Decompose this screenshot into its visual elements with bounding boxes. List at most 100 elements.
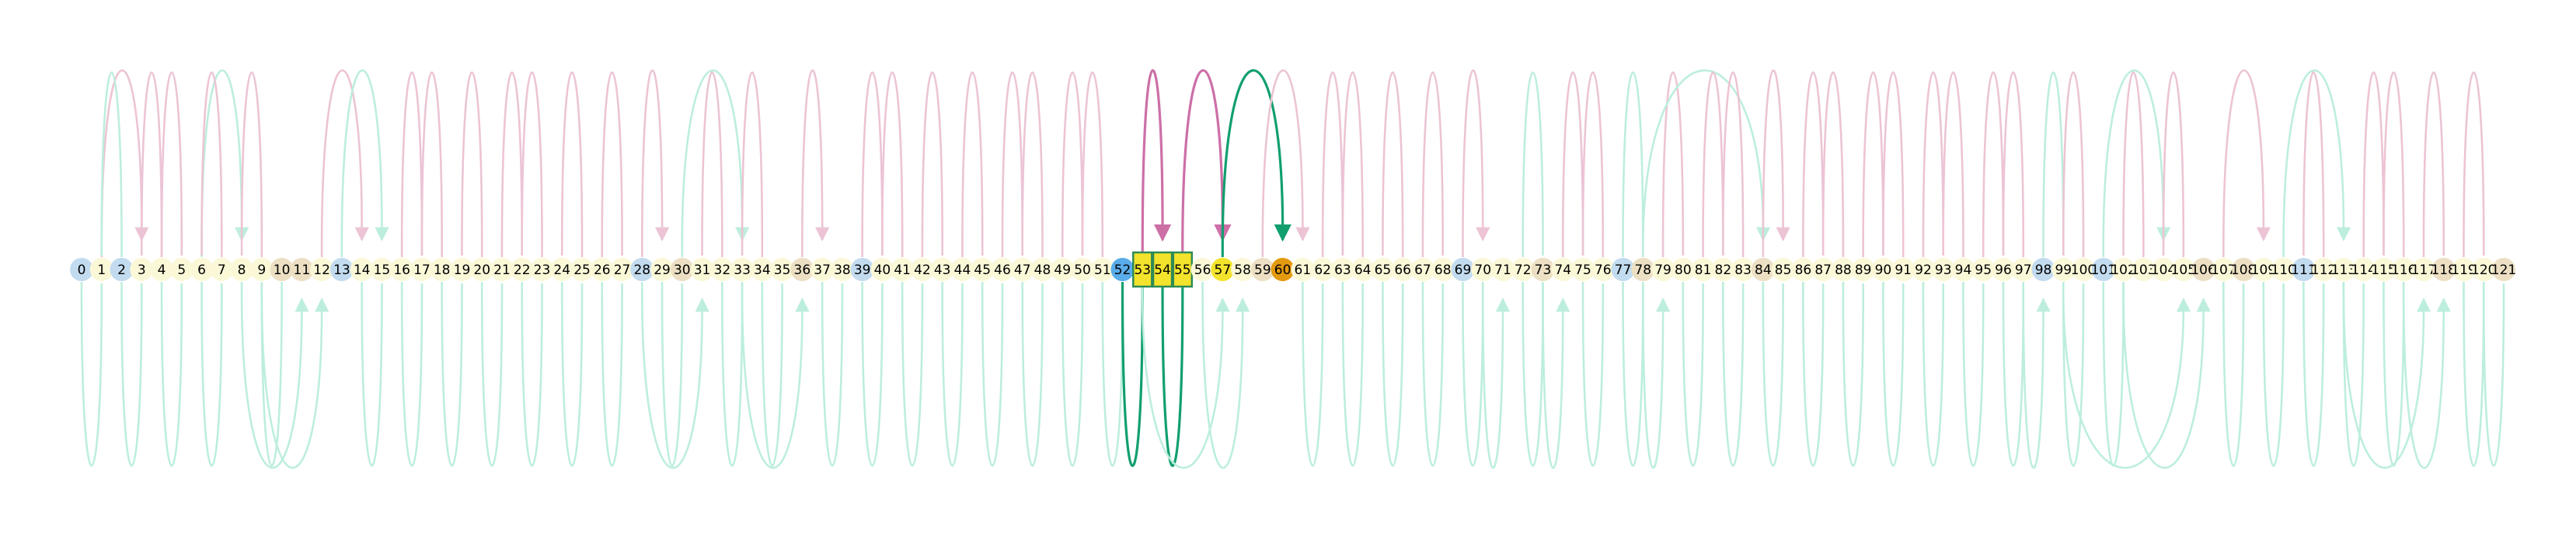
- node-marker-circle: [1371, 258, 1395, 281]
- node-label: 2: [117, 263, 126, 278]
- arc-below-43-to-44: [941, 281, 964, 468]
- node-label: 80: [1675, 263, 1692, 278]
- arc-below-52-to-53: [1121, 281, 1144, 468]
- node-marker-circle: [1490, 258, 1515, 281]
- node-85: 85: [1771, 258, 1795, 281]
- node-56: 56: [1190, 258, 1215, 281]
- node-84: 84: [1751, 258, 1775, 281]
- node-marker-circle: [70, 258, 93, 281]
- node-94: 94: [1951, 258, 1975, 281]
- arc-above-105-to-104: [2162, 71, 2185, 258]
- node-label: 114: [2351, 263, 2376, 278]
- arc-below-18-to-19: [441, 281, 463, 468]
- node-103: 103: [2131, 258, 2156, 281]
- arc-below-120-to-121: [2482, 281, 2505, 468]
- node-label: 7: [218, 263, 226, 278]
- arc-below-6-to-7: [200, 281, 223, 468]
- node-marker-circle: [1071, 258, 1095, 281]
- node-25: 25: [570, 258, 594, 281]
- node-marker-circle: [971, 258, 995, 281]
- arc-above-41-to-40: [881, 71, 904, 258]
- arc-below-9-to-12: [260, 281, 329, 469]
- node-marker-circle: [1471, 258, 1495, 281]
- node-marker-circle: [2372, 258, 2396, 281]
- node-label: 112: [2311, 263, 2336, 278]
- node-label: 113: [2331, 263, 2356, 278]
- node-marker-circle: [2271, 258, 2295, 281]
- arc-below-69-to-70: [1462, 281, 1484, 468]
- node-label: 10: [274, 263, 291, 278]
- node-100: 100: [2071, 258, 2096, 281]
- node-label: 33: [734, 263, 751, 278]
- node-label: 103: [2131, 263, 2156, 278]
- node-53: 53: [1132, 251, 1153, 288]
- node-marker-circle: [1651, 258, 1675, 281]
- node-marker-circle: [1531, 258, 1555, 281]
- node-71: 71: [1490, 258, 1515, 281]
- arc-above-25-to-24: [560, 71, 584, 258]
- node-label: 50: [1074, 263, 1091, 278]
- node-54: 54: [1152, 251, 1173, 288]
- node-marker-circle: [210, 258, 234, 281]
- node-label: 91: [1895, 263, 1912, 278]
- node-79: 79: [1651, 258, 1675, 281]
- node-marker-circle: [310, 258, 334, 281]
- node-label: 51: [1094, 263, 1111, 278]
- node-118: 118: [2431, 258, 2456, 281]
- node-112: 112: [2311, 258, 2336, 281]
- node-22: 22: [510, 258, 534, 281]
- node-marker-circle: [810, 258, 835, 281]
- node-label: 118: [2431, 263, 2456, 278]
- node-label: 6: [197, 263, 206, 278]
- node-label: 63: [1334, 263, 1351, 278]
- arc-below-94-to-95: [1962, 281, 1985, 468]
- node-label: 44: [954, 263, 971, 278]
- node-10: 10: [270, 258, 294, 281]
- node-marker-circle: [1271, 258, 1295, 281]
- node-label: 71: [1494, 263, 1511, 278]
- node-73: 73: [1531, 258, 1555, 281]
- node-marker-circle: [1190, 258, 1215, 281]
- node-27: 27: [610, 258, 634, 281]
- arc-above-16-to-17: [400, 71, 424, 258]
- node-9: 9: [249, 258, 274, 281]
- arc-above-57-to-60: [1221, 69, 1291, 258]
- node-13: 13: [329, 258, 354, 281]
- arc-above-112-to-111: [2302, 71, 2325, 258]
- node-label: 69: [1455, 263, 1472, 278]
- node-marker-circle: [1511, 258, 1535, 281]
- arc-above-77-to-78: [1622, 71, 1644, 258]
- node-marker-circle: [1991, 258, 2015, 281]
- node-70: 70: [1471, 258, 1495, 281]
- node-78: 78: [1631, 258, 1655, 281]
- node-98: 98: [2031, 258, 2055, 281]
- node-label: 73: [1535, 263, 1552, 278]
- node-label: 17: [413, 263, 430, 278]
- node-label: 24: [553, 263, 570, 278]
- arc-above-12-to-14: [320, 69, 369, 258]
- node-35: 35: [770, 258, 794, 281]
- node-marker-circle: [1250, 258, 1274, 281]
- node-113: 113: [2331, 258, 2356, 281]
- node-marker-circle: [610, 258, 634, 281]
- node-marker-circle: [1771, 258, 1795, 281]
- node-label: 21: [493, 263, 511, 278]
- arc-above-23-to-22: [521, 71, 543, 258]
- node-15: 15: [370, 258, 394, 281]
- arc-below-113-to-117: [2342, 281, 2431, 469]
- node-label: 22: [514, 263, 531, 278]
- node-label: 23: [534, 263, 551, 278]
- node-label: 3: [138, 263, 146, 278]
- node-31: 31: [690, 258, 714, 281]
- arc-above-83-to-82: [1722, 71, 1745, 258]
- node-marker-circle: [2191, 258, 2215, 281]
- node-label: 48: [1034, 263, 1051, 278]
- node-82: 82: [1711, 258, 1735, 281]
- arc-above-98-to-99: [2042, 71, 2065, 258]
- node-label: 15: [374, 263, 391, 278]
- node-label: 115: [2371, 263, 2396, 278]
- node-20: 20: [470, 258, 494, 281]
- arc-below-109-to-110: [2262, 281, 2285, 468]
- arc-below-92-to-93: [1922, 281, 1945, 468]
- node-32: 32: [710, 258, 734, 281]
